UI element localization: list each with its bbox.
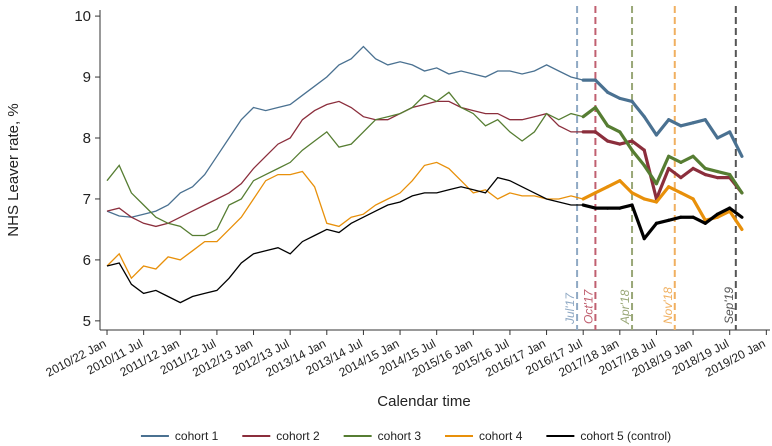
emphasis-segment: [581, 105, 598, 119]
emphasis-segment: [654, 185, 671, 204]
emphasis-segment: [581, 203, 598, 210]
emphasis-segment: [654, 218, 671, 225]
emphasis-segment: [715, 169, 732, 177]
emphasis-segment: [667, 185, 683, 195]
emphasis-segment: [593, 78, 610, 94]
emphasis-segment: [581, 191, 598, 201]
emphasis-segment: [630, 191, 646, 201]
emphasis-segment: [679, 166, 695, 180]
emphasis-segment: [715, 206, 732, 216]
legend-label: cohort 4: [479, 429, 523, 443]
emphasis-segment: [642, 163, 659, 186]
series-line: [106, 161, 743, 280]
emphasis-segment: [715, 130, 732, 140]
emphasis-segment: [593, 105, 610, 128]
emphasis-segment: [667, 118, 683, 128]
emphasis-segment: [654, 166, 671, 201]
emphasis-segment: [691, 118, 707, 125]
emphasis-segment: [630, 148, 646, 168]
emphasis-segment: [618, 130, 634, 152]
emphasis-segment: [667, 154, 683, 164]
emphasis-segment: [630, 99, 646, 119]
emphasis-segment: [606, 139, 622, 146]
legend-label: cohort 3: [378, 429, 422, 443]
emphasis-segment: [618, 179, 634, 195]
emphasis-segment: [728, 206, 744, 219]
emphasis-segment: [691, 166, 707, 177]
y-tick-label: 6: [83, 252, 91, 269]
series-line: [106, 45, 743, 218]
event-label: Sep'19: [722, 287, 736, 324]
event-label: Apr'18: [618, 289, 632, 325]
event-label: Nov'18: [661, 287, 675, 324]
emphasis-segment: [715, 209, 732, 219]
y-tick-label: 7: [83, 191, 91, 208]
emphasis-segment: [618, 96, 634, 104]
event-label: Jul'17: [563, 292, 577, 325]
emphasis-segment: [618, 203, 634, 210]
emphasis-segment: [679, 121, 695, 128]
emphasis-segment: [654, 154, 671, 186]
emphasis-segment: [691, 154, 707, 171]
emphasis-segment: [667, 166, 683, 180]
emphasis-segment: [630, 139, 646, 152]
emphasis-segment: [642, 221, 659, 241]
emphasis-segment: [703, 212, 720, 225]
legend: cohort 1 cohort 2 cohort 3 cohort 4 cohort 5…: [140, 429, 671, 443]
emphasis-segment: [654, 118, 671, 137]
emphasis-segment: [642, 115, 659, 137]
emphasis-segment: [642, 197, 659, 204]
event-label: Oct'17: [581, 288, 595, 324]
emphasis-segment: [679, 191, 695, 201]
y-tick-label: 9: [83, 69, 91, 86]
emphasis-segment: [593, 130, 610, 143]
x-axis-label: Calendar time: [377, 393, 470, 410]
emphasis-segment: [667, 215, 683, 222]
series-line: [106, 176, 743, 304]
legend-label: cohort 1: [175, 429, 219, 443]
emphasis-segment: [691, 197, 707, 222]
legend-label: cohort 2: [276, 429, 320, 443]
emphasis-segment: [728, 172, 744, 195]
emphasis-segment: [606, 179, 622, 189]
y-axis-label: NHS Leaver rate, %: [5, 103, 22, 236]
emphasis-segment: [606, 124, 622, 134]
y-tick-label: 5: [83, 313, 91, 330]
emphasis-segment: [691, 215, 707, 225]
y-tick-label: 10: [74, 8, 91, 25]
emphasis-segment: [703, 172, 720, 180]
emphasis-segment: [630, 203, 646, 241]
y-tick-label: 8: [83, 130, 91, 147]
emphasis-segment: [606, 90, 622, 100]
emphasis-segment: [728, 130, 744, 158]
emphasis-segment: [703, 166, 720, 174]
emphasis-segment: [679, 154, 695, 164]
emphasis-segment: [728, 209, 744, 232]
legend-label: cohort 5 (control): [580, 429, 671, 443]
emphasis-segment: [593, 185, 610, 195]
emphasis-segment: [703, 118, 720, 140]
